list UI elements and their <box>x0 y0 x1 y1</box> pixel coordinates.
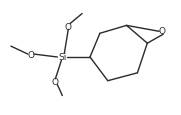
Text: Si: Si <box>58 53 67 62</box>
Text: O: O <box>52 78 59 86</box>
Text: O: O <box>159 27 166 36</box>
Text: O: O <box>65 23 72 32</box>
Text: O: O <box>27 50 34 59</box>
